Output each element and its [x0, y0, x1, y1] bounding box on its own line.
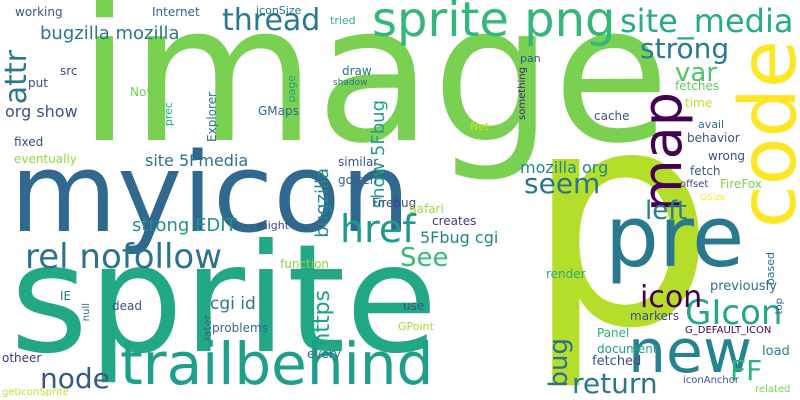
word-bugzilla-vertical: bugzilla	[312, 168, 333, 238]
word-gpoint: GPoint	[398, 320, 434, 333]
word-src: src	[60, 64, 78, 78]
word-net: Net	[470, 120, 490, 133]
word-fetches: fetches	[675, 79, 720, 93]
word-strong-edit: strong EDIT	[132, 215, 237, 236]
word-iconsize: iconSize	[256, 4, 302, 17]
word-offset: offset	[680, 179, 709, 190]
word-geticonsprite: getIconSprite	[2, 387, 69, 398]
word-eventually: eventually	[14, 152, 77, 166]
word-trailbehind: trailbehind	[120, 330, 434, 398]
word-load: load	[762, 344, 790, 359]
word-https: https	[310, 290, 335, 347]
word-dead: dead	[112, 299, 142, 313]
word-bug: bug	[544, 338, 574, 388]
word-behavior: behavior	[687, 131, 740, 145]
word-draw: draw	[342, 64, 372, 78]
word-pan: pan	[520, 52, 541, 65]
word-similar: similar	[338, 155, 379, 169]
word-left: left	[645, 196, 688, 226]
word-see: See	[400, 243, 449, 273]
word-fetched: fetched	[592, 354, 642, 369]
word-now: Now	[130, 85, 157, 99]
word-5fbug-cgi: 5Fbug cgi	[420, 228, 499, 247]
word-something: something	[517, 67, 528, 120]
word-render: render	[546, 267, 586, 281]
word-thread: thread	[222, 3, 321, 38]
word-cache: cache	[594, 109, 630, 123]
word-p: p	[525, 45, 716, 394]
word-mozilla-org: mozilla org	[520, 158, 609, 177]
word-site-media: site_media	[620, 2, 794, 40]
word-gmaps: GMaps	[258, 104, 299, 118]
word-org-show: org show	[5, 102, 78, 121]
word-myicon: myicon	[10, 129, 411, 257]
word-prec: prec	[162, 102, 175, 127]
word-related: related	[755, 384, 791, 395]
word-g-default-icon: G_DEFAULT_ICON	[685, 325, 772, 336]
word-pre: pre	[605, 188, 745, 287]
word-fetch: fetch	[690, 164, 721, 178]
word-based: based	[764, 252, 777, 286]
word-ie: IE	[60, 289, 72, 303]
word-strong: strong	[640, 32, 730, 65]
word-rel-nofollow: rel nofollow	[25, 237, 223, 277]
word-href: href	[340, 207, 416, 251]
word-ff: FF	[730, 354, 763, 387]
word-wrong: wrong	[708, 149, 746, 163]
word-top: top	[774, 298, 785, 315]
word-icon: icon	[640, 280, 703, 315]
word-use: use	[403, 299, 425, 313]
word-gicon: GIcon	[685, 293, 783, 333]
word-code: code	[724, 40, 800, 229]
word-put: put	[28, 76, 48, 90]
word-null: null	[81, 303, 92, 322]
word-map: map	[631, 92, 694, 212]
word-creates: creates	[432, 214, 477, 228]
word-node: node	[40, 362, 110, 395]
word-problems: problems	[212, 321, 268, 335]
word-fixed: fixed	[14, 135, 44, 149]
word-gsize: GSize	[700, 193, 726, 203]
word-bugzilla-mozilla: bugzilla mozilla	[40, 23, 180, 44]
word-return: return	[572, 367, 658, 400]
word-firefox: FireFox	[720, 177, 762, 191]
word-every: every	[307, 347, 341, 361]
word-might: might	[257, 219, 290, 232]
word-working: working	[15, 5, 63, 19]
word-var: var	[675, 58, 718, 88]
word-avail: avail	[698, 118, 725, 131]
word-page: page	[285, 75, 298, 103]
word-internet: Internet	[152, 5, 200, 19]
word-seem: seem	[524, 167, 601, 200]
word-safari: Safari	[409, 202, 444, 216]
word-shadow: shadow	[333, 78, 368, 88]
word-function: function	[280, 257, 330, 271]
word-sprite: sprite	[10, 213, 438, 387]
word-firebug: Firebug	[372, 196, 417, 210]
word-tried: tried	[330, 14, 356, 27]
word-cgi-id: cgi id	[210, 294, 256, 314]
word-markers: markers	[630, 309, 680, 323]
word-previously: previously	[710, 279, 777, 294]
word-new: new	[628, 317, 753, 387]
word-image: image	[78, 0, 670, 185]
word-site-5fmedia: site 5Fmedia	[145, 151, 249, 170]
word-document: document	[597, 342, 658, 356]
word-gotten: gotten	[338, 173, 378, 187]
word-sprite-png: sprite png	[372, 0, 616, 48]
word-explorer: Explorer	[205, 92, 219, 142]
word-otheer: otheer	[2, 351, 42, 365]
word-time: time	[685, 96, 713, 110]
word-iconanchor: iconAnchor	[683, 375, 739, 386]
word-panel: Panel	[597, 326, 630, 340]
